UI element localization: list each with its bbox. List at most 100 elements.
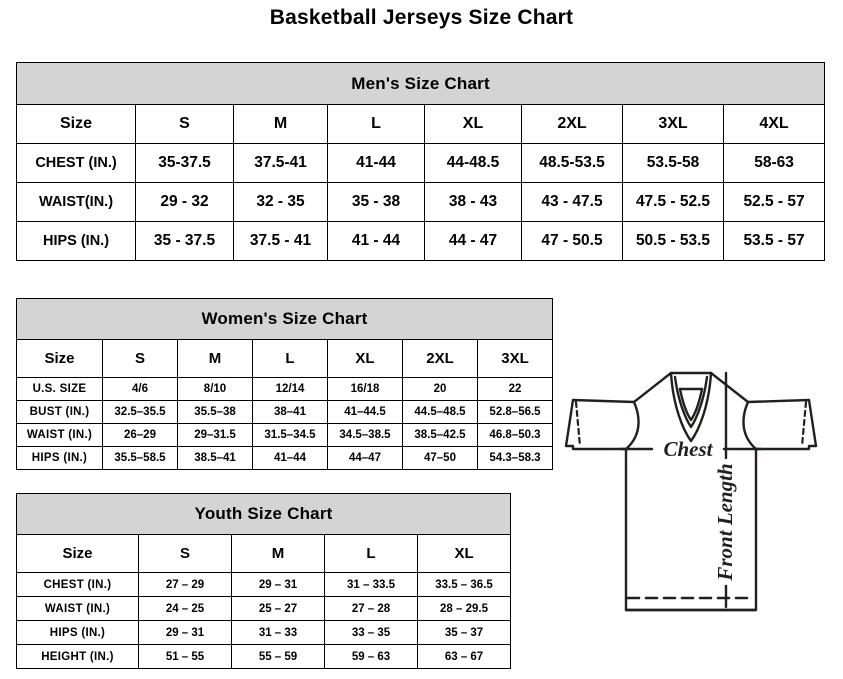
table-cell: 63 – 67 [416, 644, 512, 669]
table-cell: 37.5 - 41 [233, 221, 328, 261]
table-row: WAIST(IN.) 29 - 32 32 - 35 35 - 38 38 - … [16, 182, 826, 222]
table-row: WAIST (IN.) 24 – 25 25 – 27 27 – 28 28 –… [16, 596, 512, 621]
table-cell: 46.8–50.3 [476, 423, 554, 447]
table-cell: 51 – 55 [138, 644, 232, 669]
table-cell: 44 - 47 [424, 221, 522, 261]
page-title: Basketball Jerseys Size Chart [269, 6, 574, 29]
table-row: CHEST (IN.) 35-37.5 37.5-41 41-44 44-48.… [16, 143, 826, 183]
youth-size-chart-table: Youth Size Chart Size S M L XL CHEST (IN… [15, 493, 512, 669]
right-sleeve-shape [746, 398, 818, 451]
table-cell: 53.5-58 [622, 143, 724, 183]
youth-col-m: M [231, 534, 325, 573]
table-cell: 29 - 32 [135, 182, 234, 222]
table-cell: 26–29 [102, 423, 178, 447]
table-cell: 50.5 - 53.5 [622, 221, 724, 261]
table-cell: 44–47 [327, 446, 403, 470]
table-cell: 29 – 31 [231, 572, 325, 597]
womens-table-header-row: Size S M L XL 2XL 3XL [16, 339, 554, 378]
youth-table-header-row: Size S M L XL [16, 534, 512, 573]
table-cell: 55 – 59 [231, 644, 325, 669]
table-cell: 4/6 [102, 377, 178, 401]
table-cell: 48.5-53.5 [521, 143, 623, 183]
left-cuff-dashed-line [574, 400, 582, 448]
womens-row-label-bust: BUST (IN.) [16, 400, 103, 424]
womens-row-label-us-size: U.S. SIZE [16, 377, 103, 401]
womens-size-chart-table: Women's Size Chart Size S M L XL 2XL 3XL… [15, 298, 554, 470]
table-row: U.S. SIZE 4/6 8/10 12/14 16/18 20 22 [16, 377, 554, 401]
mens-col-s: S [135, 104, 234, 144]
table-cell: 38–41 [252, 400, 328, 424]
mens-table-title-row: Men's Size Chart [15, 62, 826, 105]
youth-table-title-row: Youth Size Chart [15, 493, 512, 535]
table-cell: 41-44 [327, 143, 425, 183]
table-cell: 38.5–42.5 [402, 423, 478, 447]
table-cell: 31 – 33.5 [324, 572, 418, 597]
mens-col-3xl: 3XL [622, 104, 724, 144]
chest-measurement-label: Chest [663, 437, 713, 461]
table-row: BUST (IN.) 32.5–35.5 35.5–38 38–41 41–44… [16, 400, 554, 424]
table-cell: 47 - 50.5 [521, 221, 623, 261]
table-cell: 44-48.5 [424, 143, 522, 183]
neckline-inner-1 [673, 375, 709, 429]
table-cell: 41–44.5 [327, 400, 403, 424]
table-cell: 33 – 35 [324, 620, 418, 645]
youth-col-xl: XL [416, 534, 512, 573]
womens-col-s: S [102, 339, 178, 378]
womens-col-l: L [252, 339, 328, 378]
table-row: CHEST (IN.) 27 – 29 29 – 31 31 – 33.5 33… [16, 572, 512, 597]
table-cell: 32.5–35.5 [102, 400, 178, 424]
mens-size-chart-table: Men's Size Chart Size S M L XL 2XL 3XL 4… [15, 62, 826, 261]
table-cell: 8/10 [177, 377, 253, 401]
youth-row-label-hips: HIPS (IN.) [16, 620, 139, 645]
table-cell: 12/14 [252, 377, 328, 401]
table-row: HIPS (IN.) 35.5–58.5 38.5–41 41–44 44–47… [16, 446, 554, 470]
left-shoulder-seam [632, 371, 673, 404]
table-cell: 29–31.5 [177, 423, 253, 447]
youth-row-label-height: HEIGHT (IN.) [16, 644, 139, 669]
womens-col-size: Size [16, 339, 103, 378]
mens-col-l: L [327, 104, 425, 144]
mens-col-size: Size [16, 104, 136, 144]
table-cell: 28 – 29.5 [416, 596, 512, 621]
mens-table-title: Men's Size Chart [15, 62, 826, 105]
table-cell: 35 – 37 [416, 620, 512, 645]
mens-col-2xl: 2XL [521, 104, 623, 144]
table-cell: 35 - 38 [327, 182, 425, 222]
table-cell: 29 – 31 [138, 620, 232, 645]
womens-table-title: Women's Size Chart [15, 298, 554, 340]
table-cell: 41–44 [252, 446, 328, 470]
table-cell: 47–50 [402, 446, 478, 470]
womens-row-label-hips: HIPS (IN.) [16, 446, 103, 470]
table-cell: 25 – 27 [231, 596, 325, 621]
front-length-measurement-label: Front Length [713, 463, 737, 581]
neckline-inner-2 [678, 387, 704, 422]
youth-col-size: Size [16, 534, 139, 573]
table-cell: 54.3–58.3 [476, 446, 554, 470]
youth-row-label-waist: WAIST (IN.) [16, 596, 139, 621]
table-cell: 41 - 44 [327, 221, 425, 261]
table-row: HIPS (IN.) 35 - 37.5 37.5 - 41 41 - 44 4… [16, 221, 826, 261]
table-cell: 32 - 35 [233, 182, 328, 222]
table-cell: 47.5 - 52.5 [622, 182, 724, 222]
table-cell: 38.5–41 [177, 446, 253, 470]
table-cell: 16/18 [327, 377, 403, 401]
womens-table-title-row: Women's Size Chart [15, 298, 554, 340]
youth-col-s: S [138, 534, 232, 573]
table-cell: 53.5 - 57 [722, 221, 826, 261]
table-cell: 22 [476, 377, 554, 401]
table-cell: 52.5 - 57 [722, 182, 826, 222]
mens-table-header-row: Size S M L XL 2XL 3XL 4XL [16, 104, 826, 144]
table-cell: 24 – 25 [138, 596, 232, 621]
left-armhole-curve [624, 400, 640, 451]
youth-row-label-chest: CHEST (IN.) [16, 572, 139, 597]
youth-col-l: L [324, 534, 418, 573]
table-cell: 37.5-41 [233, 143, 328, 183]
womens-col-3xl: 3XL [476, 339, 554, 378]
mens-row-label-waist: WAIST(IN.) [16, 182, 136, 222]
table-row: HIPS (IN.) 29 – 31 31 – 33 33 – 35 35 – … [16, 620, 512, 645]
table-cell: 20 [402, 377, 478, 401]
mens-col-xl: XL [424, 104, 522, 144]
left-sleeve-shape [564, 398, 636, 451]
table-cell: 43 - 47.5 [521, 182, 623, 222]
womens-col-xl: XL [327, 339, 403, 378]
